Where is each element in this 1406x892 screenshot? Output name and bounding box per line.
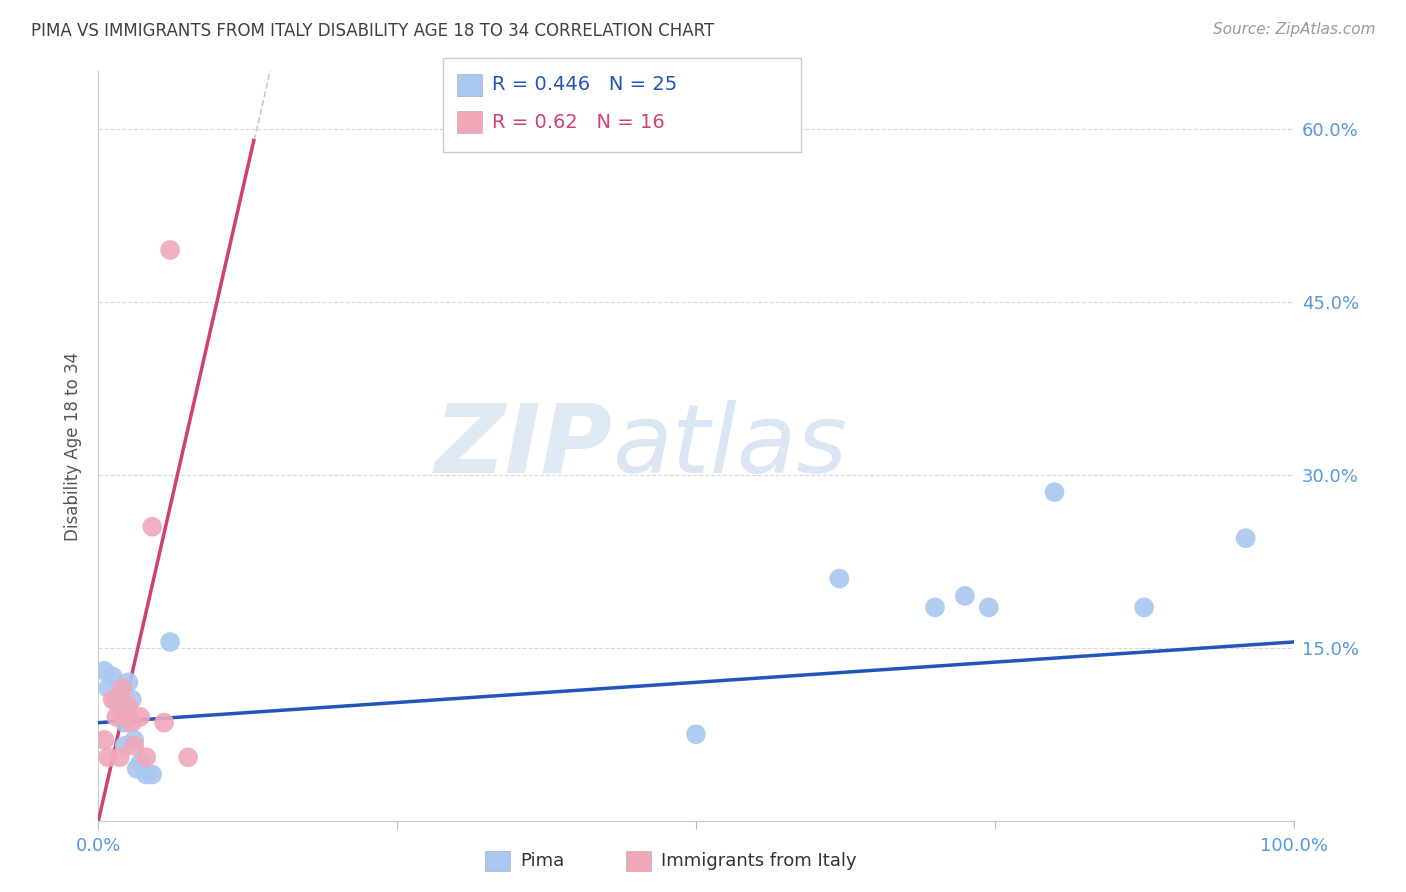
Point	[97, 681, 120, 695]
Text: Immigrants from Italy: Immigrants from Italy	[661, 852, 856, 870]
Point	[124, 733, 146, 747]
Point	[1234, 531, 1257, 545]
Point	[141, 519, 163, 533]
Text: PIMA VS IMMIGRANTS FROM ITALY DISABILITY AGE 18 TO 34 CORRELATION CHART: PIMA VS IMMIGRANTS FROM ITALY DISABILITY…	[31, 22, 714, 40]
Point	[108, 750, 131, 764]
Point	[117, 698, 139, 713]
Text: atlas: atlas	[613, 400, 848, 492]
Point	[111, 698, 134, 713]
Point	[105, 692, 128, 706]
Point	[685, 727, 707, 741]
Point	[924, 600, 946, 615]
Point	[121, 715, 143, 730]
Point	[159, 635, 181, 649]
Point	[828, 572, 851, 586]
Point	[159, 243, 181, 257]
Point	[101, 692, 124, 706]
Point	[105, 710, 128, 724]
Point	[177, 750, 200, 764]
Point	[117, 675, 139, 690]
Point	[101, 669, 124, 683]
Text: R = 0.62   N = 16: R = 0.62 N = 16	[492, 112, 665, 132]
Point	[114, 715, 136, 730]
Point	[953, 589, 976, 603]
Point	[93, 664, 115, 678]
Text: Source: ZipAtlas.com: Source: ZipAtlas.com	[1212, 22, 1375, 37]
Y-axis label: Disability Age 18 to 34: Disability Age 18 to 34	[63, 351, 82, 541]
Point	[114, 710, 136, 724]
Point	[977, 600, 1000, 615]
Point	[135, 750, 157, 764]
Text: R = 0.446   N = 25: R = 0.446 N = 25	[492, 75, 678, 95]
Point	[97, 750, 120, 764]
Point	[135, 767, 157, 781]
Point	[93, 733, 115, 747]
Point	[153, 715, 176, 730]
Point	[114, 739, 136, 753]
Point	[1133, 600, 1156, 615]
Point	[121, 692, 143, 706]
Point	[111, 681, 134, 695]
Point	[1043, 485, 1066, 500]
Point	[108, 681, 131, 695]
Text: Pima: Pima	[520, 852, 564, 870]
Text: ZIP: ZIP	[434, 400, 613, 492]
Point	[129, 756, 152, 770]
Point	[125, 762, 148, 776]
Point	[141, 767, 163, 781]
Point	[124, 739, 146, 753]
Point	[108, 704, 131, 718]
Point	[129, 710, 152, 724]
